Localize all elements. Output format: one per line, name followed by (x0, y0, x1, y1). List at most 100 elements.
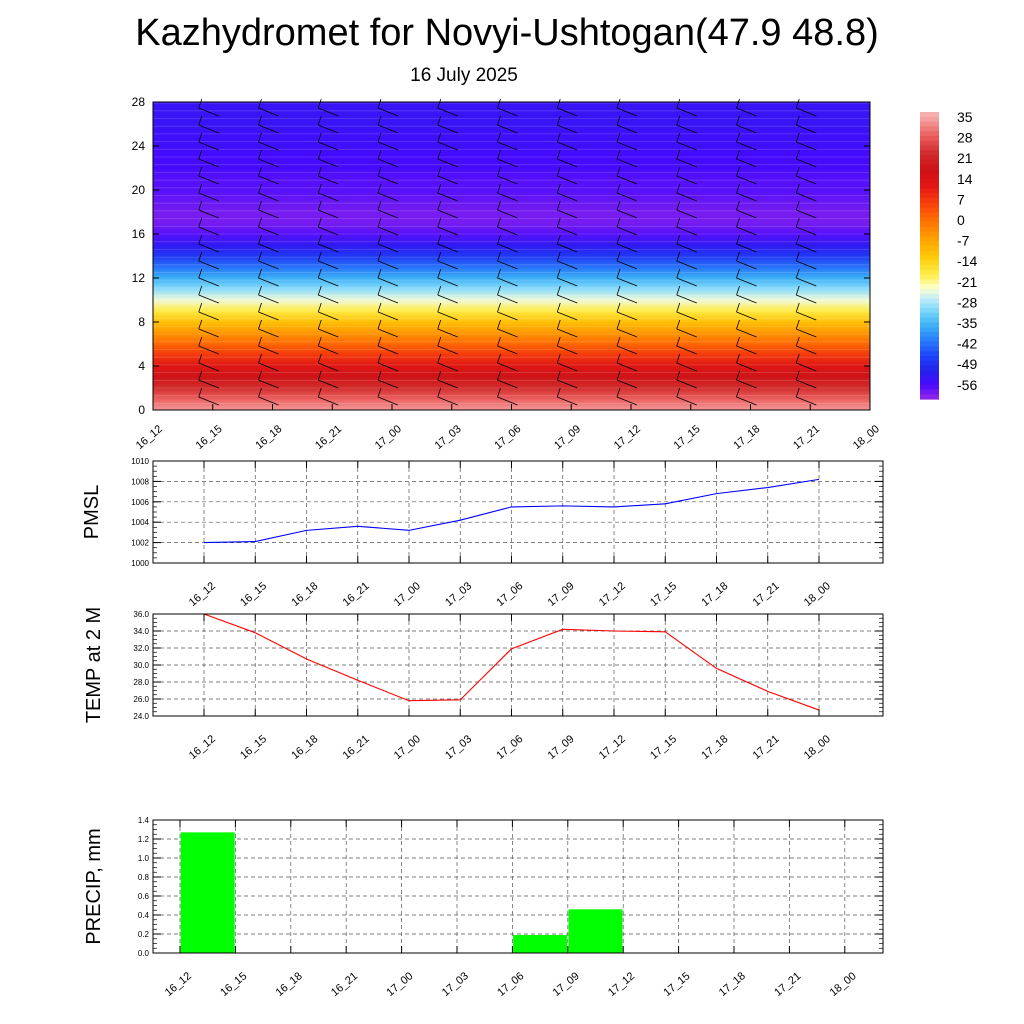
colorbar-cell (920, 312, 939, 319)
wind-barb-flag (736, 336, 740, 347)
wind-barb (676, 328, 697, 338)
x-tick-label: 16_12 (187, 733, 218, 762)
wind-barb (796, 294, 817, 304)
wind-barb-flag (616, 302, 621, 313)
colorbar-cell (920, 317, 939, 324)
wind-barb-flag (497, 353, 501, 364)
wind-barb (258, 175, 279, 185)
wind-barb (318, 124, 339, 134)
colorbar-cell (920, 112, 939, 118)
wind-barb-flag (676, 387, 681, 398)
wind-barb-flag (736, 268, 740, 279)
x-tick-label: 16_21 (329, 970, 360, 999)
wind-barb (796, 379, 817, 389)
y-axis-title: PRECIP, mm (83, 828, 105, 944)
wind-barb-flag (736, 251, 740, 262)
colorbar-label: -56 (957, 377, 977, 393)
colorbar-cell (920, 231, 939, 237)
wind-barb (497, 311, 518, 321)
colorbar-cell (920, 131, 939, 137)
wind-barb-flag (556, 132, 561, 143)
colorbar-cell (920, 336, 939, 343)
wind-barb (557, 345, 578, 355)
precip-bar (180, 832, 235, 953)
wind-barb-flag (317, 183, 322, 194)
wind-barb-flag (676, 200, 681, 211)
wind-barb (258, 379, 279, 389)
wind-barb (676, 158, 697, 168)
wind-barb (437, 362, 458, 372)
wind-barb (318, 328, 339, 338)
colorbar-cell (920, 365, 939, 371)
wind-barb-flag (736, 370, 740, 381)
wind-barb (736, 362, 757, 372)
y-tick-label: 8 (138, 315, 145, 329)
wind-barb (258, 158, 279, 168)
wind-barb-flag (377, 387, 382, 398)
wind-barb (676, 379, 697, 389)
colorbar-cell (920, 308, 939, 314)
wind-barb-flag (437, 115, 442, 126)
colorbar-cell (920, 293, 939, 300)
wind-barb (198, 379, 219, 389)
wind-barb-flag (437, 336, 442, 347)
colorbar-cell (920, 255, 939, 261)
wind-barb (616, 362, 638, 372)
wind-barb-flag (198, 319, 203, 330)
wind-barb-flag (616, 200, 621, 211)
wind-barb (377, 277, 399, 287)
y-tick-label: 0.4 (138, 911, 150, 920)
wind-barb (198, 328, 219, 338)
colorbar-cell (920, 332, 939, 338)
colorbar-label: -21 (957, 274, 977, 290)
x-tick-label: 17_06 (494, 733, 525, 762)
wind-barb-flag (497, 98, 501, 109)
colorbar-cell (920, 250, 939, 257)
y-tick-label: 36.0 (133, 610, 149, 619)
x-tick-label: 18_00 (802, 580, 833, 609)
wind-barb-flag (556, 200, 561, 211)
y-tick-label: 32.0 (133, 644, 149, 653)
wind-barb (437, 141, 458, 151)
wind-barb (796, 328, 817, 338)
wind-barb-flag (437, 353, 442, 364)
wind-barb (198, 294, 219, 304)
x-tick-label: 17_03 (443, 580, 474, 609)
wind-barb-flag (377, 115, 382, 126)
x-tick-label: 17_00 (384, 970, 415, 999)
wind-barb-flag (198, 353, 203, 364)
wind-barb-flag (676, 217, 681, 228)
wind-barb (796, 345, 817, 355)
x-tick-label: 17_03 (433, 423, 464, 452)
panel-frame (152, 819, 884, 954)
wind-barb (437, 226, 458, 236)
colorbar-cell (920, 265, 939, 271)
x-tick-label: 17_09 (546, 580, 577, 609)
wind-barb (796, 311, 817, 321)
wind-barb (616, 260, 638, 270)
wind-barb (616, 328, 638, 338)
wind-barb (198, 260, 219, 270)
wind-barb-flag (198, 370, 203, 381)
wind-barb (616, 107, 638, 117)
wind-barb (676, 277, 697, 287)
colorbar-label: 7 (957, 191, 965, 207)
x-tick-label: 17_12 (612, 423, 643, 452)
wind-barb (258, 209, 279, 219)
wind-barb-flag (497, 370, 501, 381)
wind-barb-flag (616, 234, 621, 245)
wind-barb (258, 328, 279, 338)
wind-barb-flag (377, 183, 382, 194)
colorbar-cell (920, 327, 939, 333)
x-tick-label: 17_21 (751, 580, 782, 609)
wind-barb (557, 396, 578, 406)
wind-barb (676, 260, 697, 270)
colorbar-label: 14 (957, 171, 973, 187)
wind-barb-flag (556, 149, 561, 160)
colorbar-cell (920, 150, 939, 156)
precip-bar (513, 934, 568, 953)
wind-barb (796, 209, 817, 219)
wind-barb (497, 141, 518, 151)
wind-barb-flag (616, 319, 621, 330)
panel-frame (152, 460, 884, 564)
